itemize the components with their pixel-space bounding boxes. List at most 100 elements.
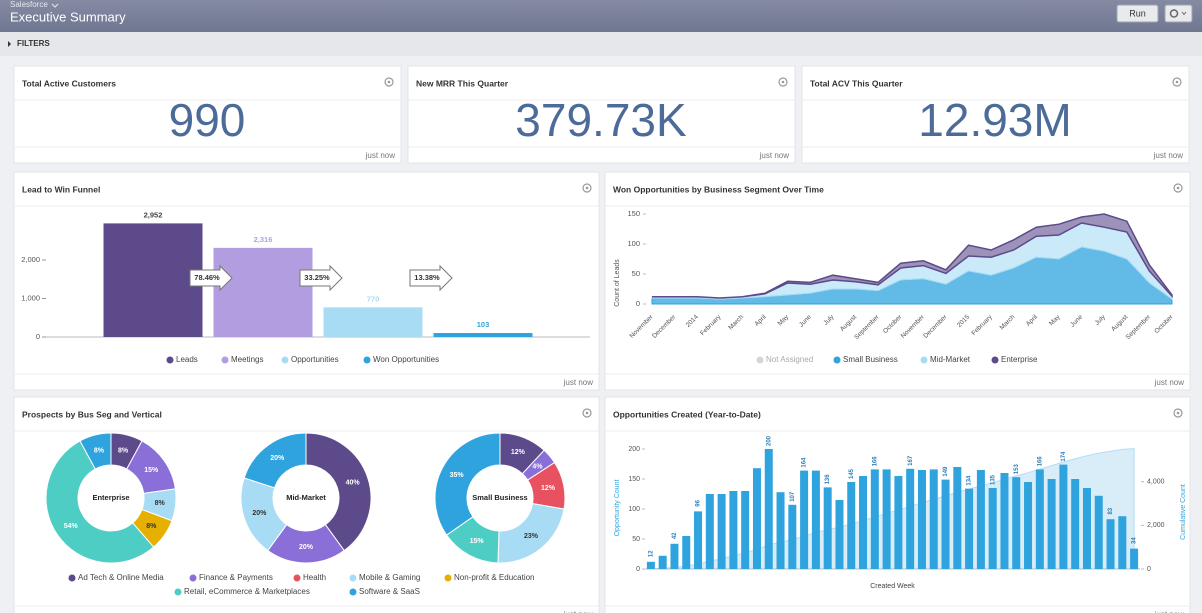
bar [705,494,714,569]
value-label: 2,952 [144,210,163,219]
legend-swatch [293,574,301,582]
y2-tick-label: 4,000 [1147,479,1165,486]
y-tick-label: 0 [636,299,640,308]
conversion-label: 33.25% [304,273,330,282]
value-label: 83 [1108,507,1114,514]
value-label: 103 [477,320,490,329]
bar [859,476,868,569]
filters-label: FILTERS [17,39,50,48]
donut-segment [45,440,155,564]
tile-title: Prospects by Bus Seg and Vertical [22,409,162,419]
y-tick-label: 150 [628,476,640,483]
run-button[interactable] [1116,4,1159,23]
bar [917,470,926,569]
tile-footer: just now [1154,610,1185,613]
legend-label: Opportunities [291,355,339,364]
legend-swatch [349,574,357,582]
donut-segment [79,432,112,470]
bar [965,488,974,569]
gear-icon [582,183,592,193]
donut-center-label: Enterprise [92,493,129,502]
gear-hole [781,80,785,84]
donut-center-label: Small Business [472,493,527,502]
bar [1047,479,1056,569]
funnel-bar [433,333,533,337]
gear-icon [778,77,788,87]
legend-swatch [68,574,76,582]
bar [811,470,820,569]
value-label: 166 [1037,456,1043,467]
legend-label: Won Opportunities [373,355,439,364]
y-tick-label: 50 [632,269,640,278]
value-label: 135 [990,474,996,485]
run-label: Run [1129,8,1146,18]
settings-caret [1181,11,1187,16]
segment-label: 20% [299,544,314,551]
filters-bar[interactable] [0,32,1202,56]
bar [1035,469,1044,569]
y-tick-label: 50 [632,536,640,543]
value-label: 42 [672,532,678,539]
app-caret[interactable] [51,3,59,8]
bar [658,555,667,569]
bar [1094,495,1103,569]
segment-label: 20% [270,455,285,462]
value-label: 145 [849,468,855,479]
gear-hole [1175,80,1179,84]
bar [941,479,950,569]
conversion-label: 78.46% [194,273,220,282]
segment-label: 8% [118,447,129,454]
bar [906,468,915,569]
bar [953,467,962,569]
legend-swatch [991,356,999,364]
gear-icon [1172,77,1182,87]
value-label: 770 [367,294,380,303]
settings-button[interactable] [1164,4,1193,23]
legend-swatch [920,356,928,364]
value-label: 96 [696,499,702,506]
legend-swatch [166,356,174,364]
x-axis-label: Created Week [870,583,915,590]
legend-label: Health [303,573,326,582]
tile-footer: just now [365,151,396,160]
legend-swatch [349,588,357,596]
legend-label: Retail, eCommerce & Marketplaces [184,587,310,596]
filters-caret [8,41,11,47]
value-label: 167 [908,455,914,466]
legend-label: Non-profit & Education [454,573,535,582]
tile-footer: just now [1153,151,1184,160]
value-label: 12 [648,550,654,557]
value-label: 166 [872,456,878,467]
bar [1106,519,1115,569]
page-title: Executive Summary [10,9,126,24]
y-tick-label: 1,000 [21,293,40,302]
tile-title: New MRR This Quarter [416,78,509,88]
donut-segment [243,432,307,489]
bar [882,469,891,569]
legend-swatch [756,356,764,364]
y-axis-label: Opportunity Count [614,480,621,537]
bar [1118,516,1127,569]
gear-hole [387,80,391,84]
segment-label: 12% [541,485,556,492]
legend-label: Finance & Payments [199,573,273,582]
segment-label: 8% [155,500,166,507]
legend-swatch [221,356,229,364]
segment-label: 35% [450,472,465,479]
bar [1082,488,1091,569]
y-tick-label: 0 [36,332,40,341]
conversion-arrow [189,264,233,292]
value-label: 164 [802,457,808,468]
gear-hole [585,186,589,190]
value-label: 107 [790,491,796,502]
funnel-bar [323,307,423,337]
legend-label: Meetings [231,355,263,364]
donut-center-label: Mid-Market [286,493,326,502]
bar [1071,479,1080,569]
legend-label: Leads [176,355,198,364]
bar [646,561,655,569]
bar [682,536,691,569]
donut-segment [305,432,372,552]
tile-title: Opportunities Created (Year-to-Date) [613,409,761,419]
